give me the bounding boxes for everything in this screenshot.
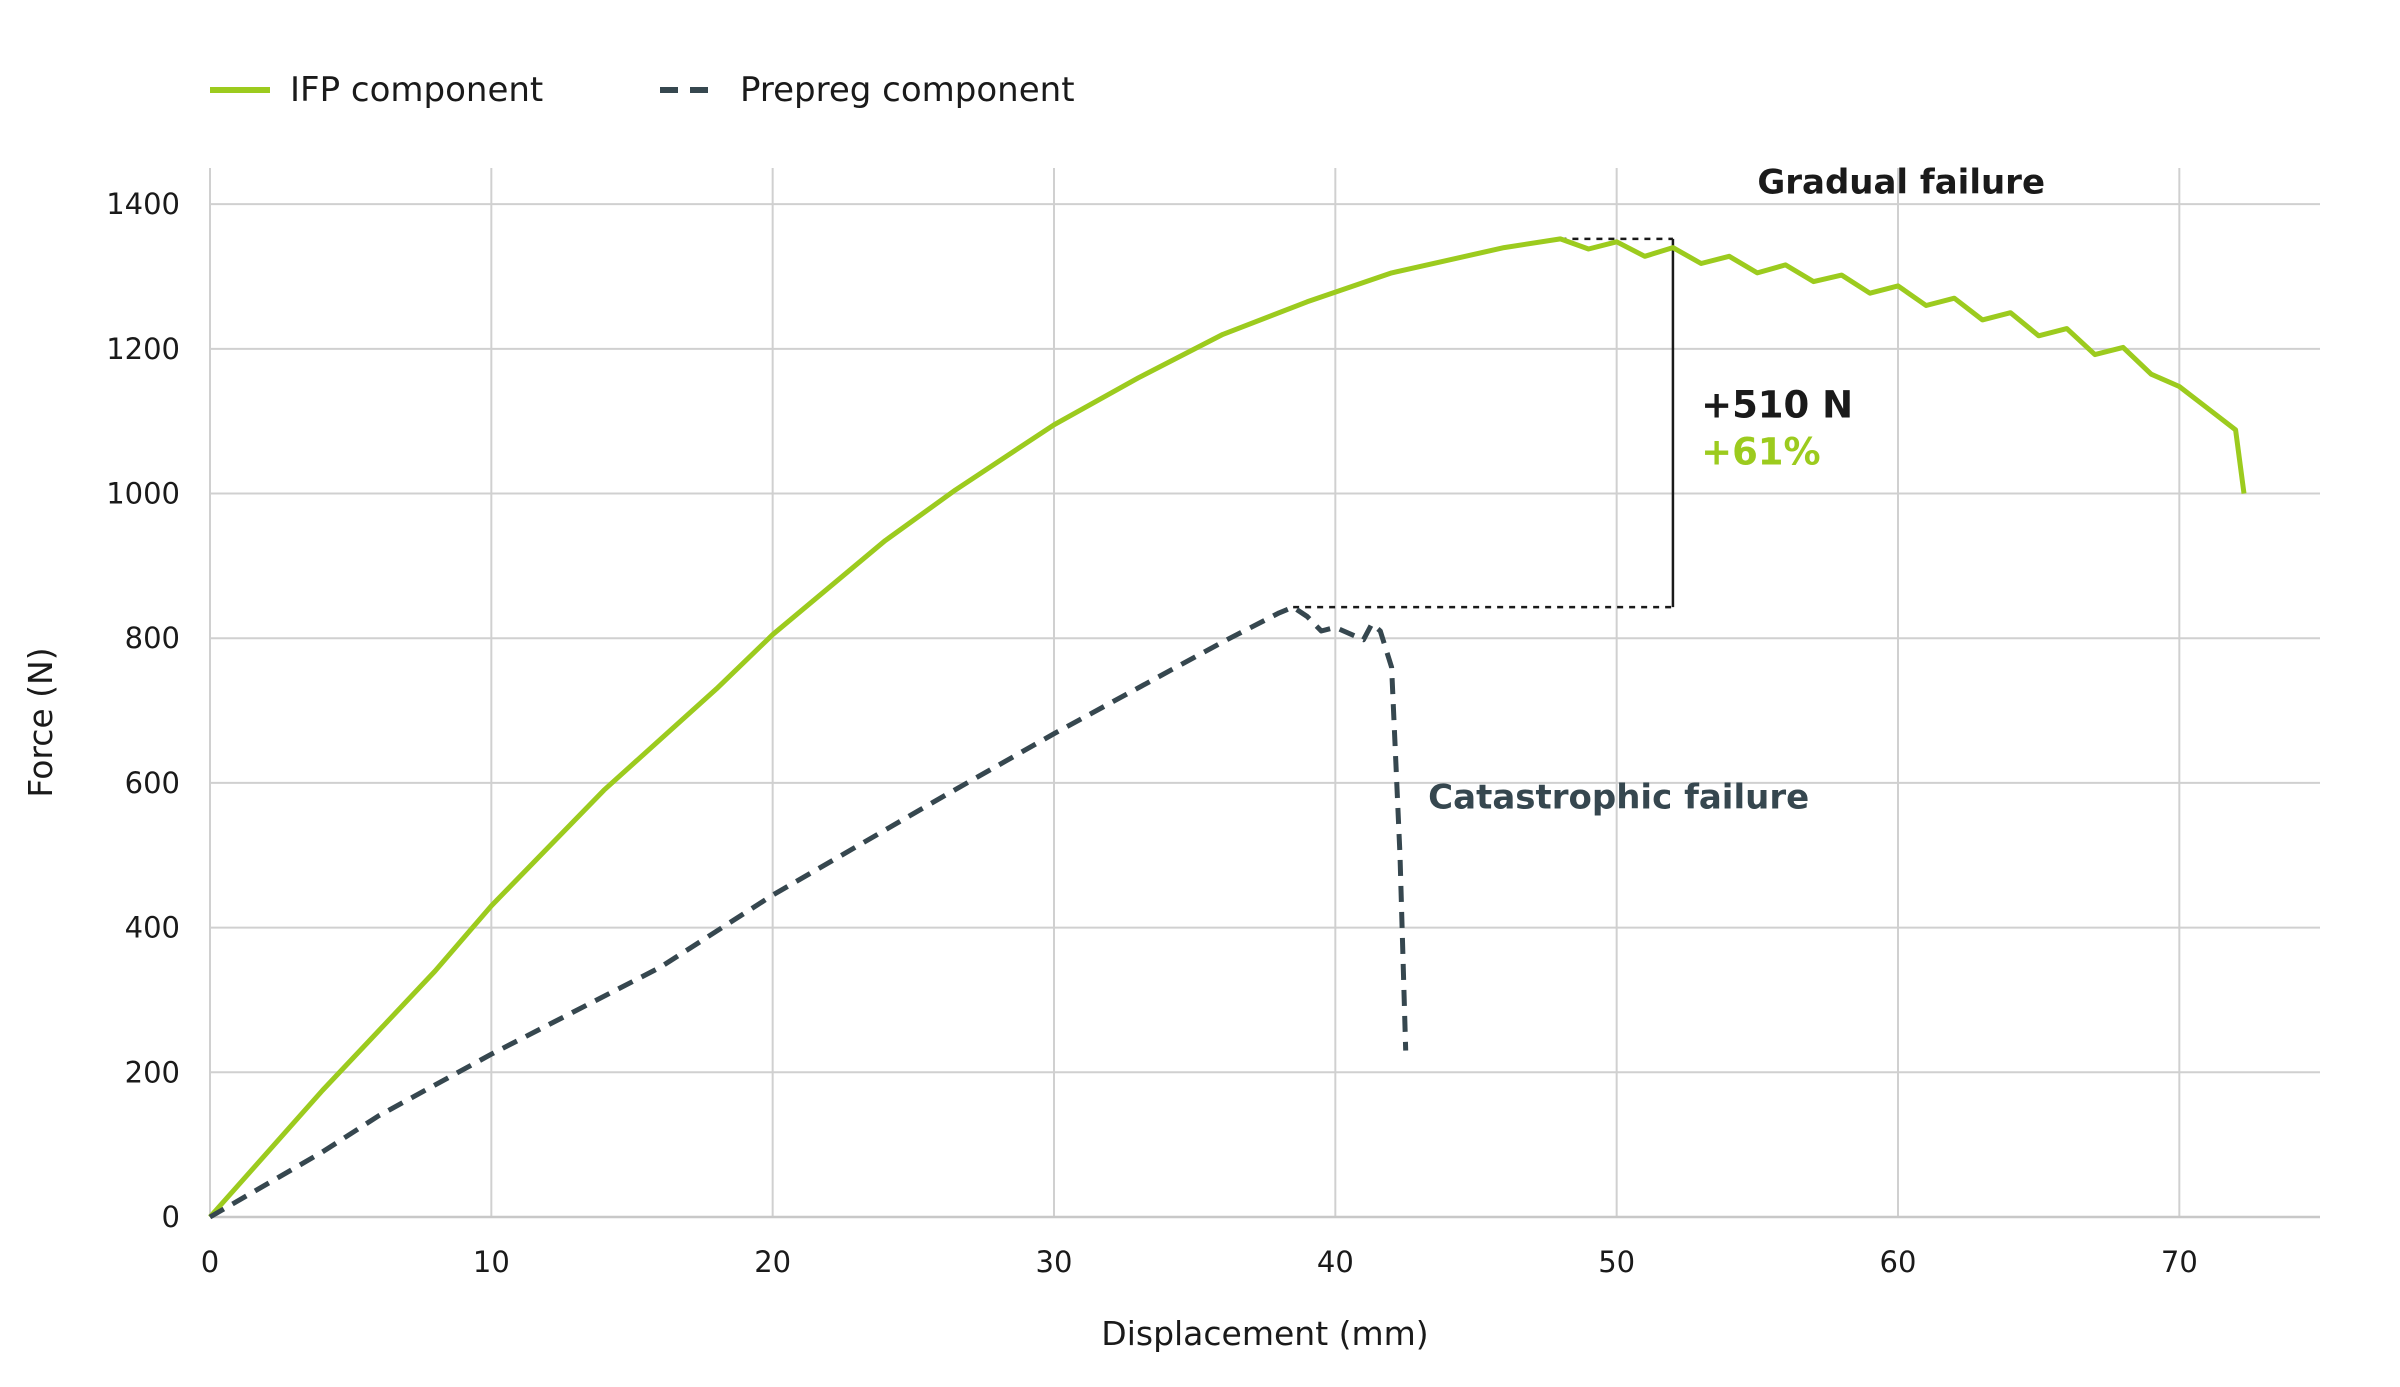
reference-lines bbox=[1293, 237, 1675, 609]
y-tick-label: 1000 bbox=[106, 477, 180, 511]
x-tick-label: 60 bbox=[1880, 1245, 1917, 1279]
annotations: Gradual failure +510 N+61% Catastrophic fa… bbox=[1428, 162, 2045, 817]
y-axis-label: Force (N) bbox=[21, 647, 60, 797]
x-tick-label: 50 bbox=[1598, 1245, 1635, 1279]
x-tick-label: 10 bbox=[473, 1245, 510, 1279]
x-tick-label: 30 bbox=[1036, 1245, 1073, 1279]
y-tick-label: 600 bbox=[125, 766, 180, 800]
series-line-ifp bbox=[208, 236, 2247, 1219]
series-line-prepreg bbox=[208, 604, 1409, 1220]
legend-label-prepreg: Prepreg component bbox=[740, 70, 1075, 110]
x-axis-label: Displacement (mm) bbox=[1101, 1314, 1428, 1353]
series bbox=[208, 236, 2247, 1220]
gradual-failure-label: Gradual failure bbox=[1757, 162, 2045, 202]
y-tick-label: 1200 bbox=[106, 332, 180, 366]
y-tick-label: 0 bbox=[162, 1200, 180, 1234]
y-tick-label: 1400 bbox=[106, 187, 180, 221]
y-tick-label: 200 bbox=[125, 1055, 180, 1089]
legend-label-ifp: IFP component bbox=[290, 70, 543, 110]
x-tick-label: 70 bbox=[2161, 1245, 2198, 1279]
x-tick-label: 0 bbox=[201, 1245, 219, 1279]
percent-difference-label: +61% bbox=[1701, 431, 1821, 474]
tick-labels: 0 200 400 600 800 1000 1200 1400 0 10 20 30 40 50 60 70 bbox=[106, 187, 2198, 1279]
legend: IFP component Prepreg component bbox=[210, 70, 1075, 110]
x-tick-label: 20 bbox=[754, 1245, 791, 1279]
y-tick-label: 800 bbox=[125, 621, 180, 655]
force-difference-label: +510 N bbox=[1701, 384, 1853, 427]
x-tick-label: 40 bbox=[1317, 1245, 1354, 1279]
grid bbox=[209, 168, 2320, 1217]
catastrophic-failure-label: Catastrophic failure bbox=[1428, 777, 1809, 817]
y-tick-label: 400 bbox=[125, 911, 180, 945]
